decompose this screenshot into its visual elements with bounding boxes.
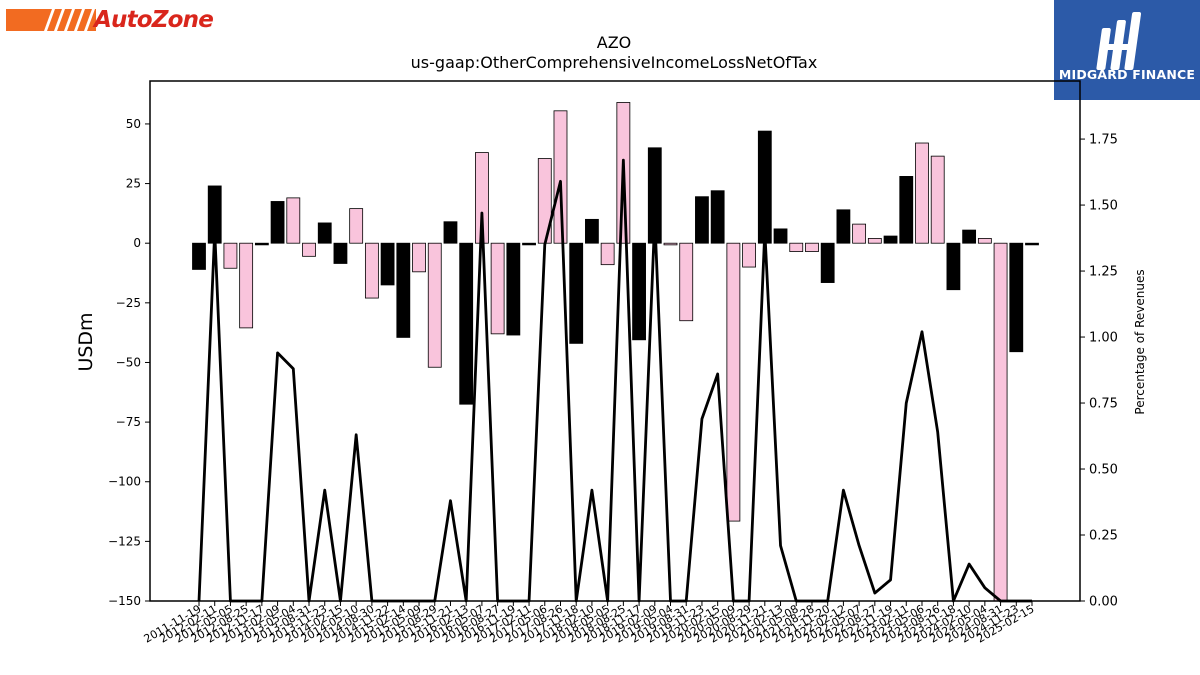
y-tick-label: −75 (116, 415, 141, 429)
y-tick-label: −25 (116, 296, 141, 310)
y2-tick-label: 0.75 (1089, 397, 1118, 412)
bar (396, 242, 411, 338)
autozone-logo: AutoZone (6, 6, 232, 34)
chart-subtitle: us-gaap:OtherComprehensiveIncomeLossNetO… (411, 53, 818, 72)
midgard-finance-emblem (1096, 12, 1142, 70)
y2-tick-label: 1.00 (1089, 331, 1118, 346)
bar (1025, 242, 1039, 246)
y-tick-label: −50 (116, 355, 141, 369)
autozone-stripes-graphic (6, 9, 96, 31)
percentage-of-revenues-line (197, 158, 1032, 603)
bar (443, 221, 458, 244)
bar (867, 238, 882, 244)
bar (239, 242, 254, 329)
bar (789, 242, 804, 252)
bar (585, 218, 599, 244)
bar (569, 242, 584, 344)
bar (946, 242, 961, 291)
bar (192, 242, 206, 270)
bar (726, 242, 741, 522)
bar (412, 242, 426, 273)
y-tick-label: 50 (126, 117, 141, 131)
bar (962, 229, 977, 244)
bar (710, 190, 725, 244)
bar (993, 242, 1008, 602)
autozone-logo-text: AutoZone (94, 7, 214, 33)
y2-tick-label: 0.25 (1089, 529, 1118, 544)
bar (899, 176, 914, 244)
y2-tick-label: 1.50 (1089, 199, 1118, 214)
y2-tick-label: 1.75 (1089, 133, 1118, 148)
y-axis-label: USDm (75, 312, 97, 371)
bar (805, 242, 819, 252)
chart-title: AZO (597, 33, 632, 52)
y-tick-label: −150 (108, 594, 141, 608)
bar (270, 201, 285, 244)
bar (459, 242, 474, 405)
bar (333, 242, 348, 264)
bar (490, 242, 505, 335)
bar (977, 238, 992, 244)
bar (553, 110, 568, 244)
bar (427, 242, 442, 368)
y2-tick-label: 1.25 (1089, 265, 1118, 280)
bar (286, 197, 301, 244)
y-tick-label: 25 (126, 177, 141, 191)
bar (915, 142, 929, 244)
bar (930, 155, 945, 244)
bar (506, 242, 521, 336)
bar (364, 242, 379, 299)
bar (522, 242, 536, 246)
bar (852, 223, 867, 244)
bar (773, 228, 788, 244)
bar (742, 242, 756, 268)
axes-layer: 50 25 0 −25 −50 −75 −100 −125 −150 0.00 0.25 0.50 0.… (108, 80, 1118, 646)
line-layer (197, 158, 1032, 603)
bars-layer (192, 102, 1039, 602)
midgard-finance-logo: MIDGARD FINANCE (1054, 0, 1200, 100)
bar (349, 208, 364, 244)
y2-tick-label: 0.00 (1089, 595, 1118, 610)
bar (254, 242, 269, 246)
midgard-finance-logo-text: MIDGARD FINANCE (1058, 67, 1196, 82)
bar (757, 130, 772, 244)
bar (679, 242, 694, 322)
bar (820, 242, 835, 283)
bar (223, 242, 238, 269)
y-tick-label: −125 (108, 534, 141, 548)
bar (380, 242, 395, 286)
bar (302, 242, 316, 257)
bar (600, 242, 615, 266)
y-tick-label: 0 (133, 236, 141, 250)
y2-tick-label: 0.50 (1089, 463, 1118, 478)
bar (1009, 242, 1024, 353)
bar (632, 242, 646, 341)
plot-frame (149, 80, 1081, 602)
bar (317, 222, 332, 244)
bar (836, 209, 851, 244)
bar (695, 196, 709, 244)
y2-axis-label: Percentage of Revenues (1133, 269, 1147, 414)
bar (883, 235, 898, 244)
bar (663, 242, 678, 246)
y-tick-label: −100 (108, 475, 141, 489)
